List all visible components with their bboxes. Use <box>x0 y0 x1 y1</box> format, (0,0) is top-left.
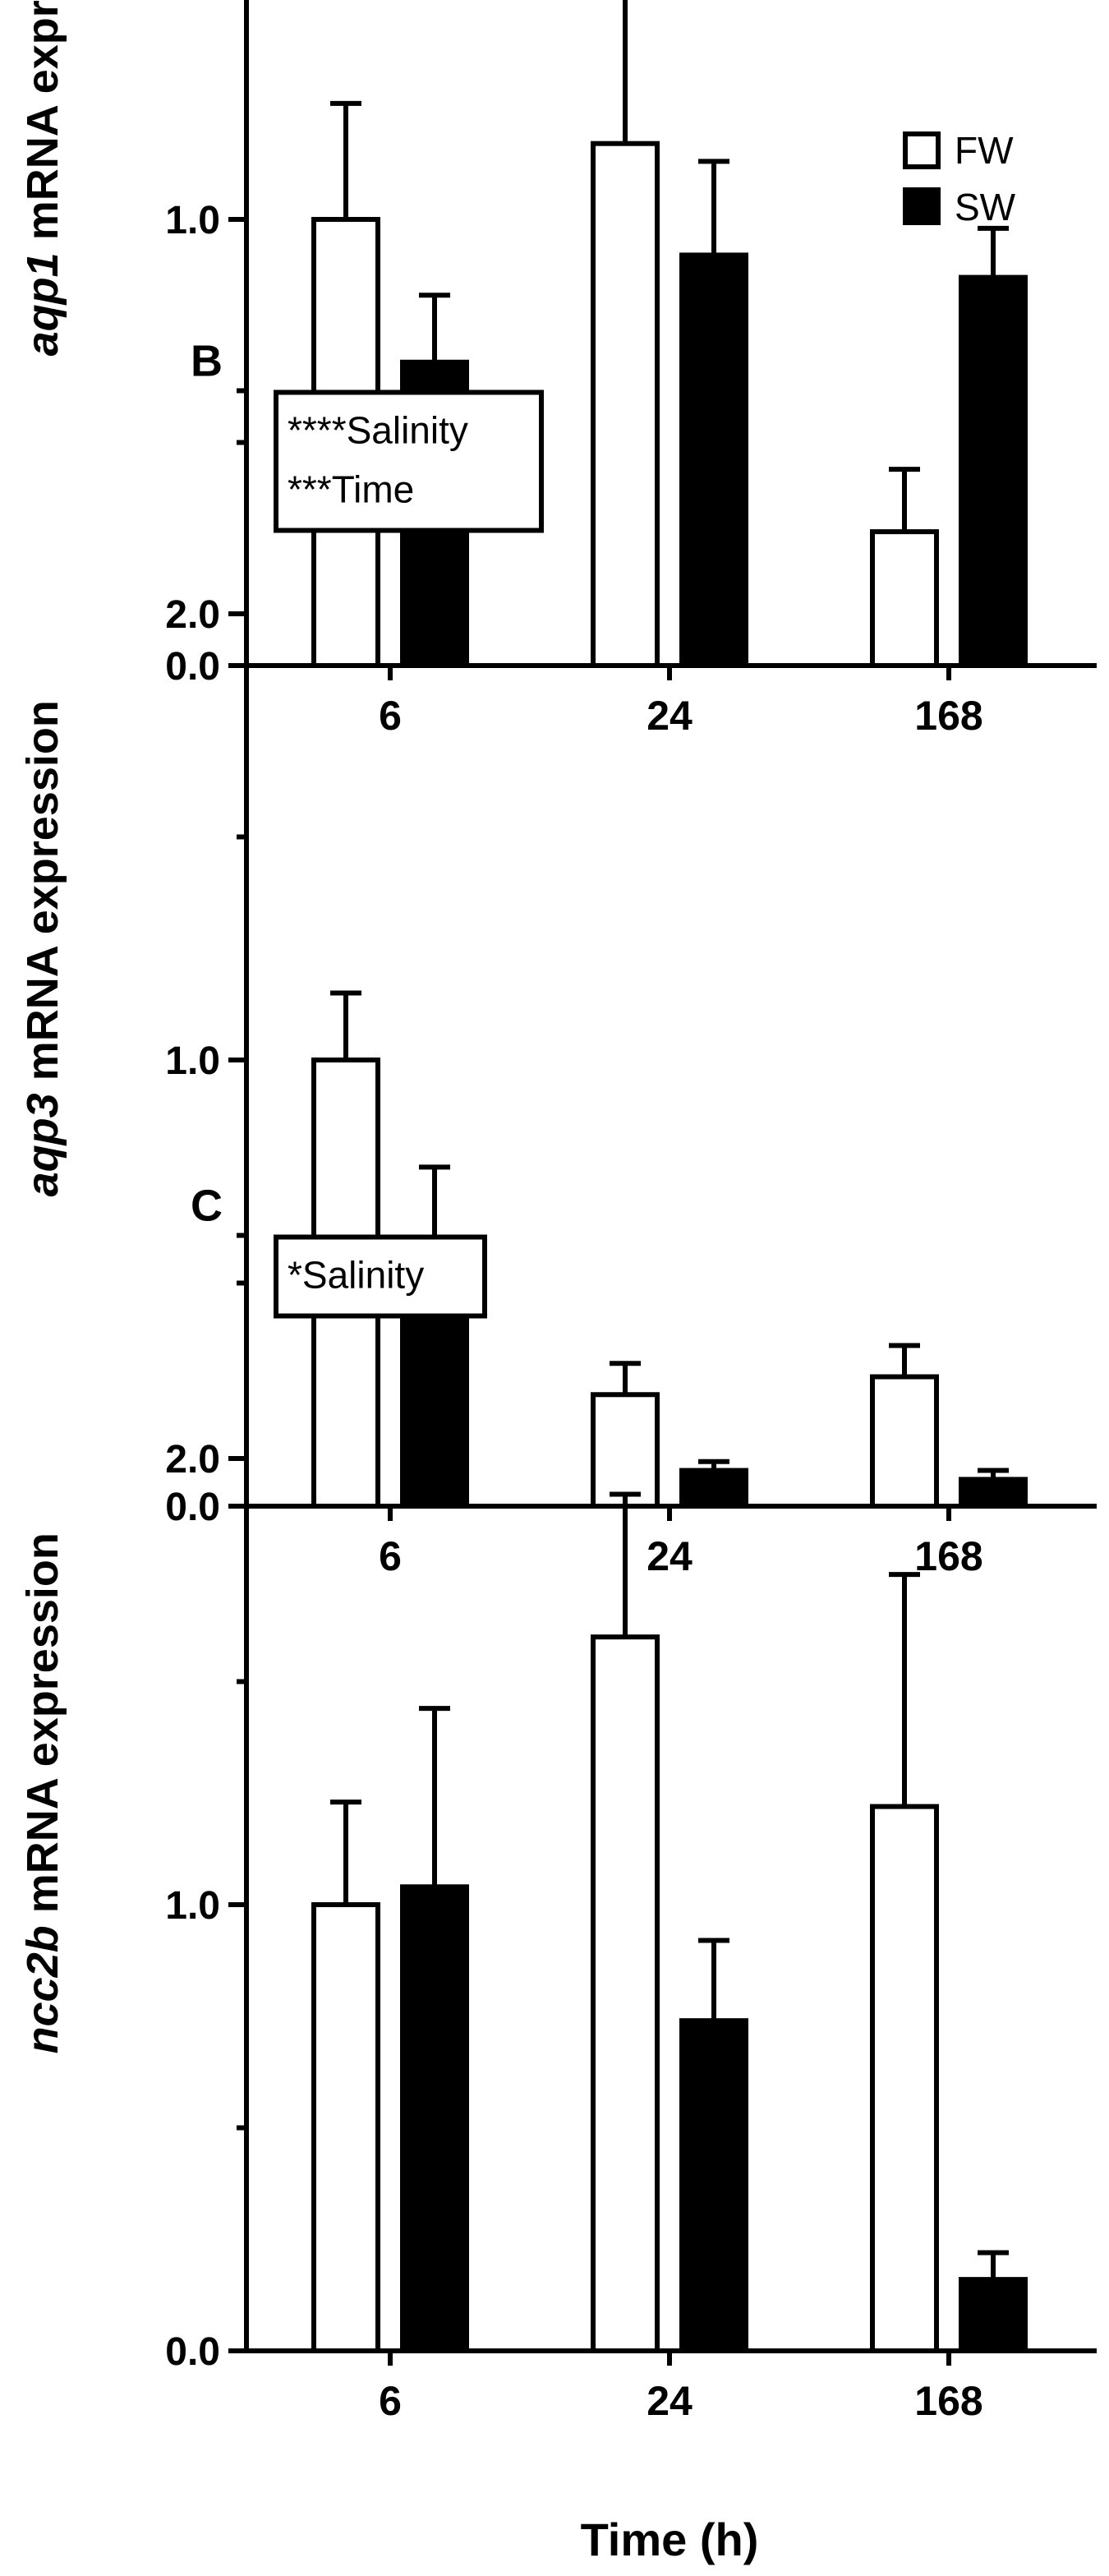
stats-text: *Salinity <box>288 1254 424 1297</box>
bar-sw <box>400 1884 469 2353</box>
bar-sw <box>679 252 748 668</box>
bar-fw <box>591 1634 660 2353</box>
stats-text: ****Salinity <box>288 409 468 452</box>
y-tick-label: 0.0 <box>165 645 220 689</box>
y-tick-label: 1.0 <box>165 1039 220 1083</box>
y-tick-label: 1.0 <box>165 1884 220 1928</box>
bar-fw <box>591 141 660 668</box>
x-tick-label: 6 <box>379 693 402 739</box>
bar-fw <box>311 1902 380 2353</box>
x-tick-label: 168 <box>914 1533 982 1579</box>
panel-letter: B <box>191 337 223 386</box>
bar-fw <box>870 1804 939 2354</box>
stats-text: ***Time <box>288 468 414 511</box>
panel-letter: C <box>191 1182 223 1231</box>
x-axis-title: Time (h) <box>581 2514 759 2565</box>
x-tick-label: 168 <box>914 2378 982 2424</box>
x-tick-label: 6 <box>379 1533 402 1579</box>
bar-sw <box>679 2018 748 2353</box>
y-axis-label-gene: ncc2b <box>18 1925 67 2053</box>
bar-fw <box>870 529 939 668</box>
y-tick-label: 1.0 <box>165 199 220 242</box>
legend-swatch-fw <box>903 131 941 169</box>
y-axis-label: aqp3 mRNA expression <box>18 700 67 1196</box>
legend-label-fw: FW <box>955 129 1014 172</box>
x-tick-label: 24 <box>647 693 693 739</box>
legend-label-sw: SW <box>955 186 1016 228</box>
y-tick-label: 2.0 <box>165 1438 220 1482</box>
bar-sw <box>959 2277 1028 2354</box>
x-tick-label: 24 <box>647 2378 693 2424</box>
x-tick-label: 24 <box>647 1533 693 1579</box>
bar-sw <box>959 1477 1028 1509</box>
y-axis-label-rest: mRNA expression <box>18 700 67 1093</box>
bar-sw <box>959 274 1028 668</box>
y-axis-label-gene: aqp3 <box>18 1093 67 1196</box>
bar-fw <box>591 1392 660 1509</box>
stats-box <box>274 1234 487 1319</box>
x-tick-label: 168 <box>914 693 982 739</box>
y-axis-label: ncc2b mRNA expression <box>18 1532 67 2053</box>
bar-sw <box>679 1468 748 1509</box>
y-axis-label-gene: aqp1 <box>18 252 67 356</box>
y-axis-label: aqp1 mRNA expression <box>18 0 67 356</box>
x-tick-label: 6 <box>379 2378 402 2424</box>
y-tick-label: 2.0 <box>165 593 220 637</box>
y-tick-label: 0.0 <box>165 1486 220 1529</box>
stats-box <box>274 389 544 533</box>
legend: FW SW <box>903 129 1016 228</box>
y-axis-label-rest: mRNA expression <box>18 1532 67 1925</box>
legend-swatch-sw <box>903 187 941 225</box>
bar-fw <box>870 1374 939 1509</box>
y-axis-label-rest: mRNA expression <box>18 0 67 252</box>
y-tick-label: 0.0 <box>165 2330 220 2374</box>
